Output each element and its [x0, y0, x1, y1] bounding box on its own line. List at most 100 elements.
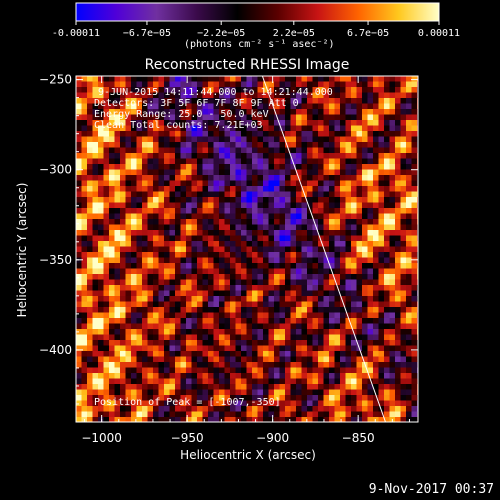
heatmap-cell — [136, 164, 143, 170]
heatmap-cell — [323, 142, 330, 148]
heatmap-cell — [296, 268, 302, 275]
heatmap-cell — [301, 296, 308, 302]
heatmap-cell — [367, 175, 374, 181]
heatmap-cell — [274, 384, 280, 390]
heatmap-cell — [120, 373, 126, 379]
heatmap-cell — [191, 246, 198, 253]
heatmap-cell — [329, 175, 335, 181]
heatmap-cell — [356, 175, 363, 181]
heatmap-cell — [312, 224, 319, 231]
heatmap-cell — [164, 362, 170, 368]
heatmap-cell — [373, 230, 379, 236]
heatmap-cell — [230, 312, 236, 319]
heatmap-cell — [301, 334, 308, 341]
heatmap-cell — [406, 136, 412, 143]
heatmap-cell — [340, 329, 346, 335]
heatmap-cell — [362, 334, 368, 341]
heatmap-cell — [334, 131, 341, 137]
clean-counts-annotation: Clean Total counts: 7.21E+03 — [94, 120, 263, 131]
heatmap-cell — [329, 323, 335, 330]
heatmap-cell — [92, 120, 99, 126]
heatmap-cell — [81, 340, 88, 346]
heatmap-cell — [147, 136, 154, 143]
heatmap-cell — [109, 175, 115, 181]
heatmap-cell — [131, 356, 137, 363]
heatmap-cell — [395, 81, 401, 88]
heatmap-cell — [103, 312, 110, 319]
heatmap-cell — [87, 224, 93, 231]
heatmap-cell — [329, 257, 335, 264]
heatmap-cell — [263, 125, 269, 132]
heatmap-cell — [345, 345, 352, 352]
heatmap-cell — [153, 263, 159, 269]
heatmap-cell — [180, 351, 187, 357]
heatmap-cell — [120, 274, 126, 280]
heatmap-cell — [202, 334, 209, 341]
heatmap-cell — [147, 125, 154, 132]
heatmap-cell — [362, 367, 368, 374]
heatmap-cell — [340, 389, 346, 396]
heatmap-cell — [175, 87, 181, 93]
heatmap-cell — [191, 345, 198, 352]
heatmap-cell — [290, 400, 297, 407]
heatmap-cell — [230, 230, 236, 236]
heatmap-cell — [241, 164, 247, 170]
heatmap-cell — [120, 87, 126, 93]
heatmap-cell — [76, 351, 82, 357]
heatmap-cell — [120, 158, 126, 165]
heatmap-cell — [312, 208, 319, 214]
heatmap-cell — [334, 92, 341, 99]
heatmap-cell — [257, 384, 264, 390]
heatmap-cell — [175, 279, 181, 286]
heatmap-cell — [213, 125, 220, 132]
heatmap-cell — [169, 263, 176, 269]
heatmap-cell — [92, 103, 99, 110]
heatmap-cell — [252, 351, 258, 357]
heatmap-cell — [318, 406, 324, 412]
heatmap-cell — [279, 230, 286, 236]
heatmap-cell — [384, 378, 390, 385]
heatmap-cell — [136, 362, 143, 368]
heatmap-cell — [114, 378, 121, 385]
heatmap-cell — [125, 142, 132, 148]
heatmap-cell — [175, 131, 181, 137]
heatmap-cell — [312, 125, 319, 132]
heatmap-cell — [411, 153, 418, 159]
heatmap-cell — [136, 142, 143, 148]
heatmap-cell — [340, 345, 346, 352]
heatmap-cell — [235, 290, 242, 297]
heatmap-cell — [202, 186, 209, 192]
heatmap-cell — [318, 92, 324, 99]
heatmap-cell — [125, 318, 132, 324]
heatmap-cell — [197, 252, 203, 258]
heatmap-cell — [411, 378, 418, 385]
heatmap-cell — [290, 191, 297, 198]
heatmap-cell — [395, 208, 401, 214]
heatmap-cell — [153, 103, 159, 110]
heatmap-cell — [92, 274, 99, 280]
heatmap-cell — [334, 120, 341, 126]
heatmap-cell — [87, 279, 93, 286]
heatmap-cell — [307, 323, 313, 330]
heatmap-cell — [263, 87, 269, 93]
heatmap-cell — [208, 164, 214, 170]
heatmap-cell — [191, 76, 198, 82]
heatmap-cell — [356, 76, 363, 82]
heatmap-cell — [296, 312, 302, 319]
heatmap-cell — [125, 114, 132, 121]
heatmap-cell — [208, 340, 214, 346]
heatmap-cell — [191, 384, 198, 390]
heatmap-cell — [175, 373, 181, 379]
heatmap-cell — [301, 373, 308, 379]
heatmap-cell — [384, 109, 390, 115]
heatmap-cell — [87, 367, 93, 374]
heatmap-cell — [208, 241, 214, 247]
heatmap-cell — [202, 191, 209, 198]
heatmap-cell — [180, 274, 187, 280]
heatmap-cell — [208, 307, 214, 313]
heatmap-cell — [235, 191, 242, 198]
heatmap-cell — [136, 131, 143, 137]
heatmap-cell — [279, 131, 286, 137]
heatmap-cell — [114, 241, 121, 247]
heatmap-cell — [191, 274, 198, 280]
